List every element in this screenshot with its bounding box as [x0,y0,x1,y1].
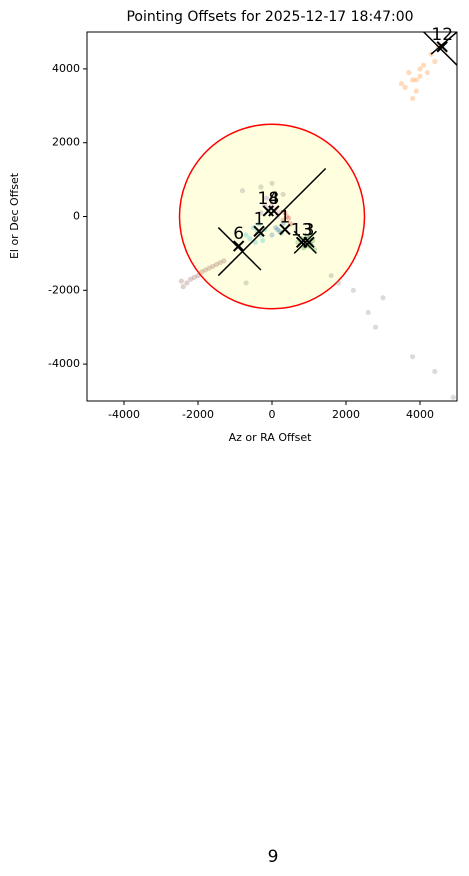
point [258,184,264,190]
point [350,287,356,293]
offset-line [217,227,262,271]
point [191,274,197,280]
marker-cross [303,236,315,249]
point [260,237,266,244]
marker-label: 14 [257,189,279,209]
x-tick-label: -2000 [182,408,214,421]
point [217,260,223,266]
offset-line [430,32,457,55]
marker-cross [268,205,280,217]
point [284,213,290,220]
x-tick-label: 0 [269,408,276,421]
point [269,232,275,238]
marker-label: 12 [431,25,453,45]
point [280,217,286,223]
chart-title: Pointing Offsets for 2025-12-17 18:47:00 [126,9,413,25]
point [184,280,190,286]
point [413,88,419,94]
tolerance-circle [178,123,366,310]
plot-area [178,32,457,400]
point [417,66,423,72]
point [365,309,371,316]
x-axis-label: Az or RA Offset [229,431,312,444]
y-tick-label: -4000 [48,357,80,370]
point [243,232,249,238]
marker-label: 6 [233,224,244,244]
point [247,236,253,242]
y-tick-label: 0 [73,210,80,223]
marker-label: 1 [280,207,291,227]
point [256,221,262,227]
point [432,368,438,375]
point [178,278,184,284]
marker-cross [279,223,291,236]
x-tick-label: 2000 [332,408,360,421]
point [402,84,408,90]
marker-label: 1 [254,209,265,229]
y-tick-label: 4000 [52,62,80,75]
point [380,295,386,301]
point [263,195,270,201]
point [406,69,412,76]
point [273,224,279,231]
x-tick-label: 4000 [406,408,434,421]
y-axis-label: El or Dec Offset [8,172,21,259]
marker-cross [232,240,245,252]
point [432,58,438,65]
point [282,210,288,216]
point [202,267,208,273]
point [328,272,334,279]
point [274,226,281,233]
point [252,239,258,245]
offset-line [217,167,327,277]
point [258,210,264,216]
offset-line [293,230,317,254]
point [180,284,186,290]
point [280,191,286,197]
point [221,258,227,264]
point [410,354,416,360]
point [243,280,249,286]
marker-cross [436,41,448,53]
y-tick-label: 2000 [52,136,80,149]
marker-label: 8 [268,189,279,209]
page-number: 9 [268,847,279,867]
point [269,199,275,205]
point [373,324,379,330]
point [398,81,405,87]
point [239,188,245,194]
point [417,73,423,79]
point [336,280,342,286]
marker-label: 13 [291,220,313,240]
x-tick-label: -4000 [108,408,140,421]
y-tick-label: -2000 [48,283,80,296]
point [413,77,419,83]
point [421,62,427,68]
point [199,269,205,275]
point [188,276,194,282]
marker-label: 3 [304,220,315,240]
point [450,394,456,400]
point [269,180,275,186]
point [206,265,212,271]
point [286,215,292,221]
point [410,95,416,102]
point [195,272,201,279]
point [424,69,430,76]
point [410,77,416,83]
point [210,263,216,269]
marker-cross [253,225,265,237]
point [213,261,220,268]
